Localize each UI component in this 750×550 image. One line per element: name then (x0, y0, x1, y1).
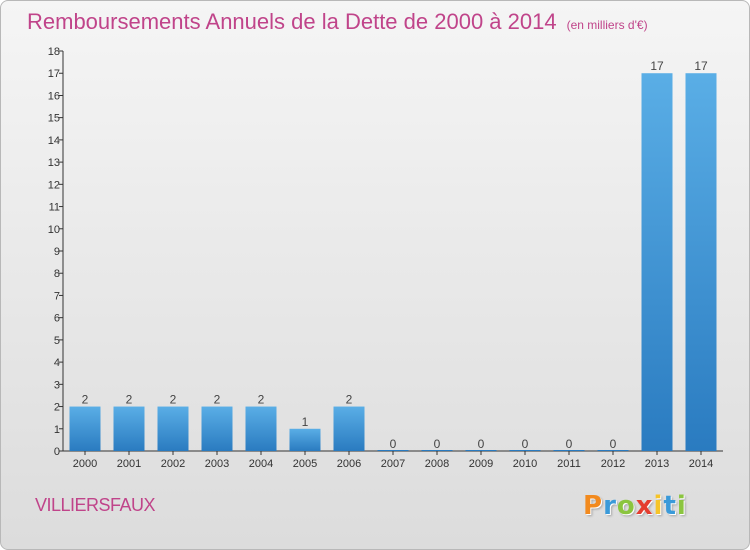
y-tick-label: 11 (49, 202, 60, 214)
x-tick-label: 2012 (601, 458, 625, 470)
logo-letter: x (635, 491, 654, 521)
x-tick-label: 2006 (337, 458, 361, 470)
data-label: 2 (214, 393, 221, 407)
logo-letter: o (616, 491, 636, 521)
y-tick-label: 15 (48, 113, 60, 125)
y-tick-label: 4 (54, 357, 60, 369)
x-tick-label: 2004 (249, 458, 273, 470)
chart-title: Remboursements Annuels de la Dette de 20… (27, 9, 648, 35)
logo-letter: P (583, 491, 604, 521)
data-label: 0 (478, 437, 485, 451)
data-label: 2 (82, 393, 89, 407)
logo-letter: t (663, 491, 677, 521)
data-label: 0 (434, 437, 441, 451)
bar (685, 73, 717, 451)
x-tick-label: 2009 (469, 458, 493, 470)
y-tick-label: 3 (54, 379, 60, 391)
x-tick-label: 2001 (117, 458, 141, 470)
x-tick-label: 2013 (645, 458, 669, 470)
bar (69, 406, 101, 451)
x-tick-label: 2000 (73, 458, 97, 470)
data-label: 2 (170, 393, 177, 407)
data-label: 2 (346, 393, 353, 407)
y-tick-label: 5 (54, 335, 60, 347)
data-label: 0 (522, 437, 529, 451)
x-tick-label: 2005 (293, 458, 317, 470)
x-tick-label: 2014 (689, 458, 713, 470)
bar (113, 406, 145, 451)
y-tick-label: 8 (54, 268, 60, 280)
logo-letter: i (676, 491, 687, 521)
x-tick-label: 2003 (205, 458, 229, 470)
y-tick-label: 14 (48, 135, 60, 147)
y-tick-label: 10 (48, 224, 60, 236)
y-tick-label: 16 (48, 90, 60, 102)
data-label: 17 (650, 59, 664, 73)
y-tick-label: 0 (54, 446, 60, 458)
y-tick-label: 2 (54, 402, 60, 414)
y-tick-label: 13 (48, 157, 60, 169)
y-tick-label: 7 (54, 290, 60, 302)
logo-letter: r (603, 491, 617, 521)
x-tick-label: 2002 (161, 458, 185, 470)
bar (157, 406, 189, 451)
x-tick-label: 2010 (513, 458, 537, 470)
proxiti-logo: Proxiti (583, 491, 687, 521)
bar (245, 406, 277, 451)
data-label: 0 (390, 437, 397, 451)
y-tick-label: 18 (48, 46, 60, 58)
bar (333, 406, 365, 451)
data-label: 1 (302, 415, 309, 429)
commune-name: VILLIERSFAUX (35, 495, 156, 515)
y-tick-label: 17 (48, 68, 60, 80)
y-tick-label: 6 (54, 313, 60, 325)
chart-unit: (en milliers d'€) (566, 18, 648, 32)
data-label: 2 (126, 393, 133, 407)
x-tick-label: 2007 (381, 458, 405, 470)
bar (641, 73, 673, 451)
logo-letter: i (653, 491, 664, 521)
bar (201, 406, 233, 451)
x-tick-label: 2011 (557, 458, 581, 470)
data-label: 2 (258, 393, 265, 407)
data-label: 17 (694, 59, 708, 73)
y-tick-label: 9 (54, 246, 60, 258)
x-tick-label: 2008 (425, 458, 449, 470)
bar (289, 428, 321, 451)
data-label: 0 (566, 437, 573, 451)
data-label: 0 (610, 437, 617, 451)
chart-title-text: Remboursements Annuels de la Dette de 20… (27, 9, 557, 34)
y-tick-label: 1 (54, 424, 60, 436)
y-tick-label: 12 (48, 179, 60, 191)
